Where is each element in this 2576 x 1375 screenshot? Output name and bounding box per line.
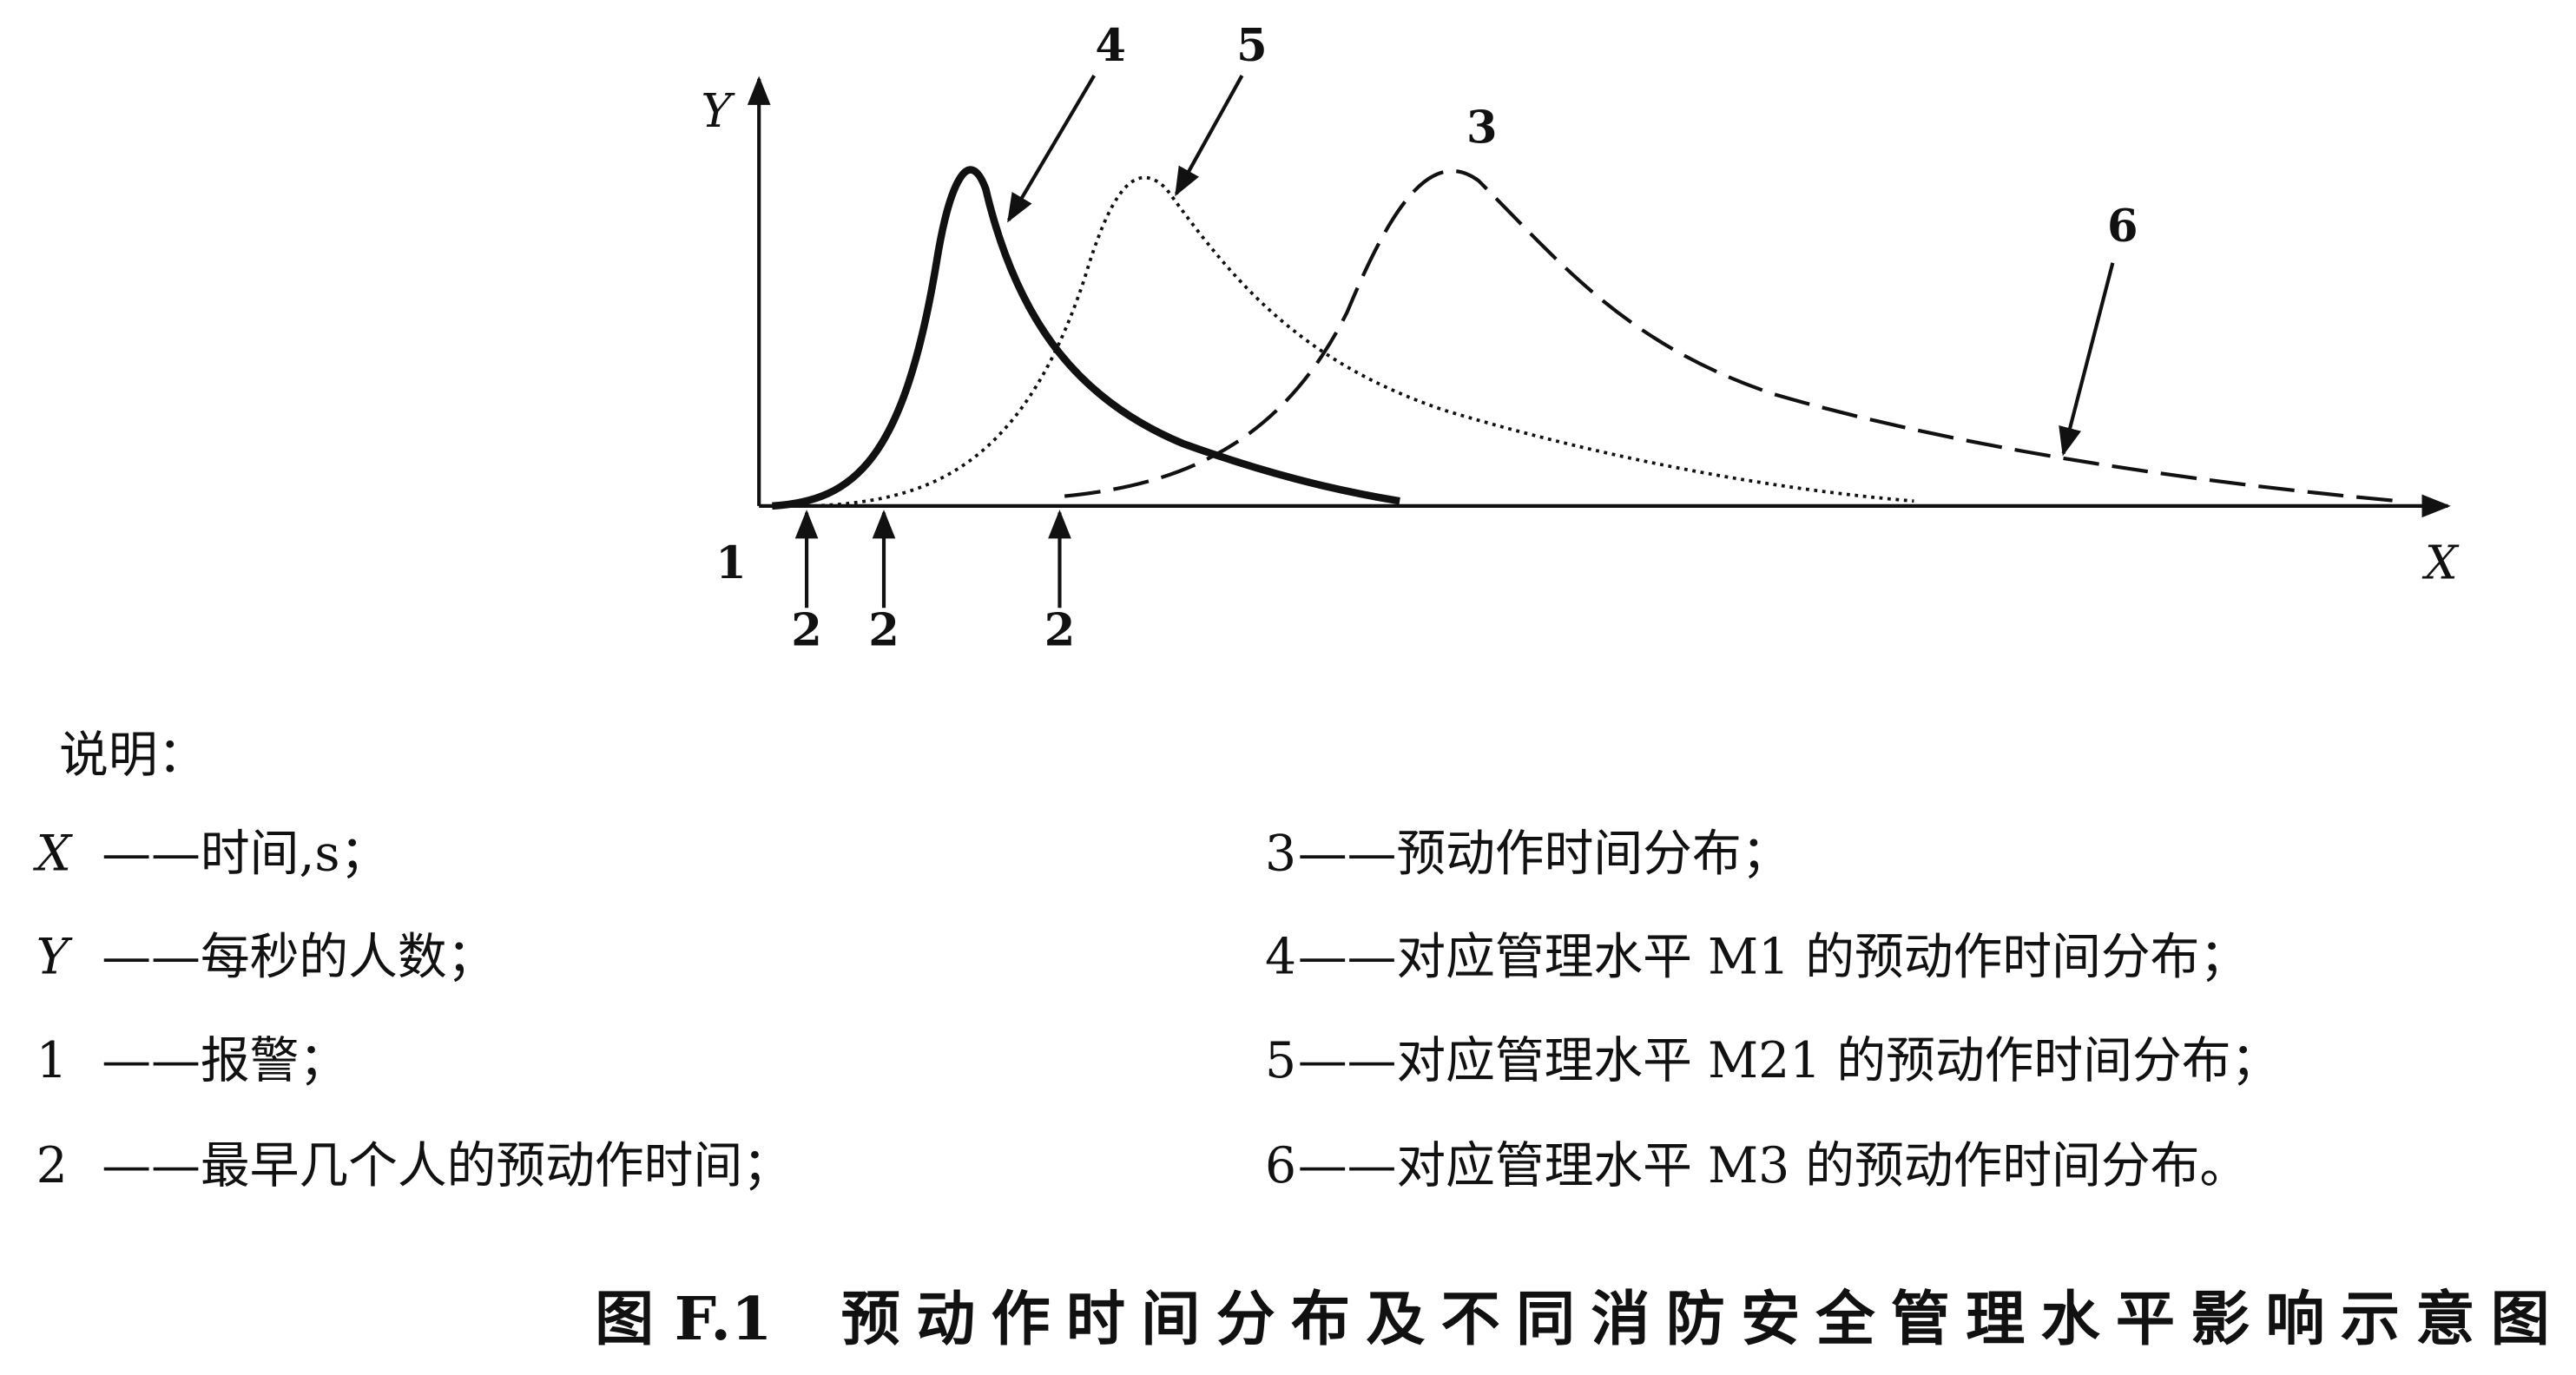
legend-key: Y xyxy=(36,929,73,986)
leader-6 xyxy=(2059,262,2115,457)
callout-6: 6 xyxy=(2107,201,2138,253)
legend-text: ——报警； xyxy=(102,1032,348,1089)
callout-4: 4 xyxy=(1095,20,1126,72)
legend-text: ——时间,s； xyxy=(102,825,389,882)
x-axis-label: X xyxy=(2421,536,2460,589)
curve-m3 xyxy=(1064,168,2399,503)
callout-3: 3 xyxy=(1466,102,1498,154)
legend-key: 4 xyxy=(1265,929,1296,986)
curve-m21 xyxy=(813,175,1914,508)
callout-2: 2 xyxy=(868,604,899,656)
legend-text: ——每秒的人数； xyxy=(102,929,496,986)
callout-5: 5 xyxy=(1236,20,1268,72)
caption-number: 图 F.1 xyxy=(595,1285,772,1354)
legend-key: 2 xyxy=(36,1137,68,1194)
legend-key: 3 xyxy=(1265,825,1296,882)
callout-2: 2 xyxy=(1044,604,1076,656)
legend-key: 5 xyxy=(1265,1032,1296,1089)
legend-key: 1 xyxy=(36,1032,68,1089)
y-axis-label: Y xyxy=(702,85,736,138)
legend-text: ——预动作时间分布； xyxy=(1298,825,1791,882)
legend-text: ——最早几个人的预动作时间； xyxy=(102,1137,792,1194)
legend-text: ——对应管理水平 M3 的预动作时间分布。 xyxy=(1298,1137,2249,1194)
legend-title: 说明： xyxy=(59,727,207,784)
legend: X ——时间,s；Y ——每秒的人数；1 ——报警；2 ——最早几个人的预动作时间；3—… xyxy=(33,825,2281,1194)
caption-title: 预动作时间分布及不同消防安全管理水平影响示意图 xyxy=(841,1285,2550,1354)
leader-4 xyxy=(1007,74,1097,223)
legend-text: ——对应管理水平 M21 的预动作时间分布； xyxy=(1298,1032,2280,1089)
curve-m1 xyxy=(772,166,1400,510)
callout-1: 1 xyxy=(715,537,747,589)
callout-2: 2 xyxy=(791,604,822,656)
legend-key: X xyxy=(33,825,74,882)
leader-5 xyxy=(1175,75,1244,197)
legend-text: ——对应管理水平 M1 的预动作时间分布； xyxy=(1298,929,2249,986)
legend-key: 6 xyxy=(1265,1137,1296,1194)
